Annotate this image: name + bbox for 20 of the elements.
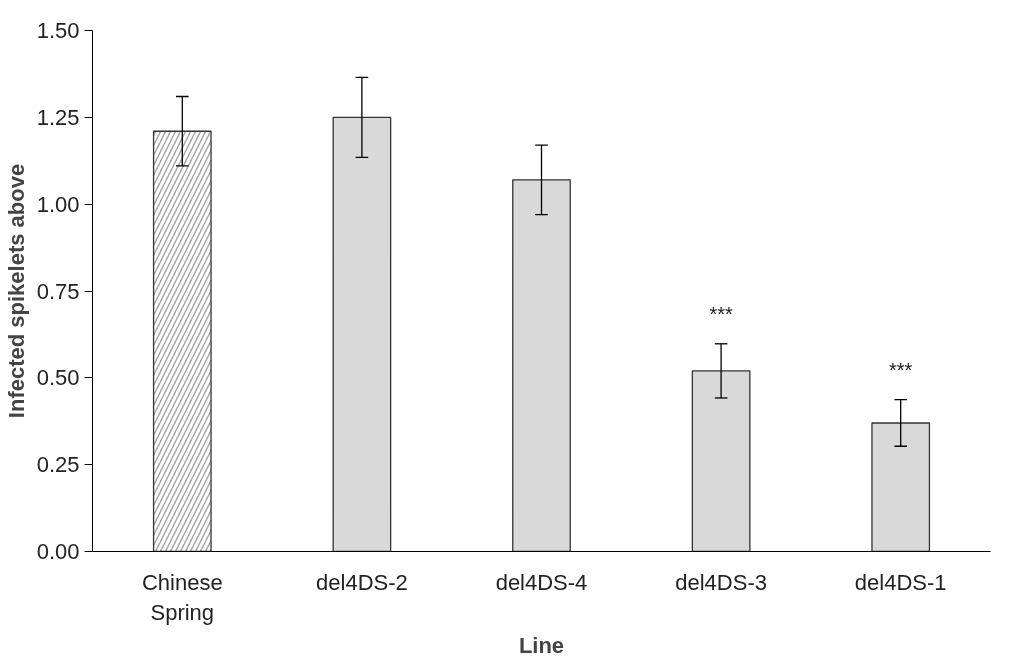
y-tick-label: 0.25 — [36, 452, 80, 478]
x-tick-label: del4DS-1 — [854, 569, 947, 595]
y-axis-title: Infected spikelets above — [3, 163, 29, 419]
annotation: *** — [889, 358, 913, 381]
x-tick-label: del4DS-4 — [495, 569, 588, 595]
y-tick-label: 0.00 — [36, 539, 80, 564]
y-tick-label: 0.75 — [36, 278, 80, 304]
y-tick-label: 1.00 — [36, 191, 80, 217]
bar — [332, 116, 392, 552]
y-tick-label: 1.25 — [36, 104, 80, 130]
bar — [691, 370, 751, 552]
bar — [871, 422, 931, 552]
x-tick-label: Chinese Spring — [141, 569, 223, 625]
y-tick-label: 1.50 — [36, 18, 80, 43]
x-tick-label: del4DS-3 — [675, 569, 767, 595]
bar — [512, 179, 571, 552]
annotation: *** — [709, 302, 733, 325]
x-axis-title: Line — [518, 632, 565, 658]
y-tick-label: 0.50 — [36, 365, 80, 391]
x-tick-label: del4DS-2 — [316, 569, 408, 595]
